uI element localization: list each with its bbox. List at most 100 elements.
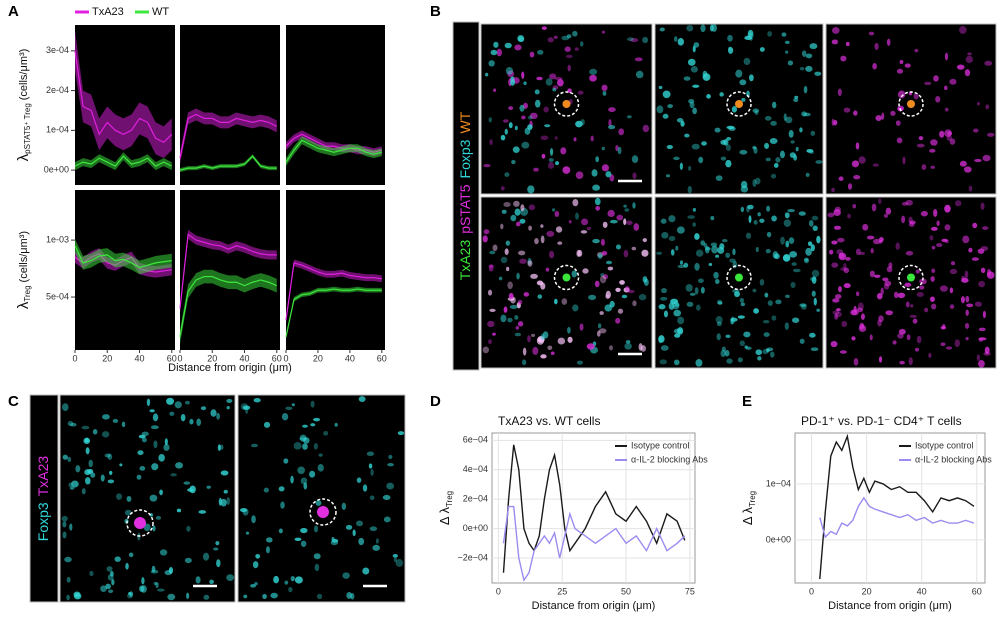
cell: [694, 233, 700, 240]
cell: [517, 36, 525, 43]
cell: [500, 256, 508, 264]
cell: [940, 342, 946, 347]
cell: [729, 258, 736, 263]
cell: [831, 187, 835, 193]
target-cell: [134, 517, 146, 529]
cell: [764, 115, 772, 121]
cell: [505, 67, 514, 75]
cell: [540, 135, 549, 141]
y-tick-label: 3e-04: [46, 45, 69, 55]
cell: [524, 127, 531, 135]
y-tick-label: 4e−04: [463, 464, 488, 474]
cell: [540, 354, 547, 359]
cell: [536, 337, 545, 345]
cell: [783, 254, 790, 262]
cell: [914, 48, 919, 53]
x-tick-label: 40: [135, 353, 145, 363]
cell: [692, 207, 697, 212]
cell: [313, 553, 321, 560]
cell: [242, 508, 249, 516]
cell: [759, 279, 765, 286]
cell: [858, 156, 866, 164]
cell: [878, 198, 882, 204]
cell: [642, 124, 650, 133]
x-tick-label: 40: [240, 353, 250, 363]
cell: [965, 295, 970, 303]
cell: [316, 593, 323, 600]
cell: [492, 244, 498, 252]
cell: [726, 136, 732, 141]
cell: [608, 125, 616, 130]
cell: [310, 400, 315, 408]
cell: [602, 90, 607, 96]
cell: [510, 214, 517, 222]
cell: [714, 127, 721, 133]
cell: [574, 47, 579, 51]
cell: [488, 264, 495, 268]
cell: [356, 477, 362, 484]
cell: [855, 248, 861, 256]
cell: [916, 292, 924, 297]
cell: [661, 232, 669, 239]
cell: [157, 588, 165, 592]
cell: [913, 92, 919, 100]
cell: [839, 350, 847, 354]
cell: [837, 88, 842, 97]
cell: [694, 287, 699, 295]
cell: [492, 332, 496, 336]
cell: [869, 270, 875, 278]
cell: [762, 320, 770, 324]
cell: [555, 161, 560, 166]
cell: [591, 169, 598, 177]
cell: [141, 577, 145, 585]
cell: [164, 438, 168, 446]
legend-label: WT: [152, 6, 169, 18]
cell: [596, 330, 601, 337]
cell: [878, 237, 884, 242]
cell: [812, 225, 818, 232]
cell: [747, 29, 754, 37]
cell: [561, 298, 568, 305]
cell: [514, 44, 522, 51]
cell: [534, 89, 540, 95]
cell: [725, 334, 731, 339]
cell: [281, 413, 289, 421]
cell: [588, 294, 597, 301]
cell: [554, 298, 558, 305]
cell: [175, 462, 184, 469]
cell: [949, 138, 956, 145]
cell: [935, 95, 941, 103]
highlight-ring: [726, 264, 752, 291]
x-tick-label: 60: [272, 353, 282, 363]
cell: [748, 215, 752, 224]
cell: [624, 208, 630, 212]
cell: [847, 183, 853, 190]
cell: [930, 139, 938, 146]
cell: [81, 488, 86, 495]
cell: [487, 320, 495, 328]
x-tick-label: 40: [345, 353, 355, 363]
cell: [897, 105, 905, 111]
cell: [581, 218, 589, 226]
cell: [116, 493, 123, 500]
cell: [121, 421, 126, 428]
cell: [382, 494, 391, 501]
cell: [698, 156, 704, 164]
cell: [730, 317, 738, 322]
cell: [520, 204, 525, 212]
legend-label: TxA23: [92, 6, 124, 18]
cell: [604, 304, 613, 312]
cell: [720, 156, 727, 161]
highlight-ring: [898, 264, 924, 291]
cell: [149, 513, 153, 517]
cell: [700, 24, 706, 33]
cell: [976, 354, 980, 362]
cell: [518, 250, 526, 256]
cell: [567, 336, 573, 343]
cell: [189, 418, 194, 425]
cell: [959, 160, 967, 167]
cell: [226, 497, 230, 505]
cell: [508, 122, 513, 129]
cell: [111, 579, 115, 586]
cell: [882, 277, 889, 282]
